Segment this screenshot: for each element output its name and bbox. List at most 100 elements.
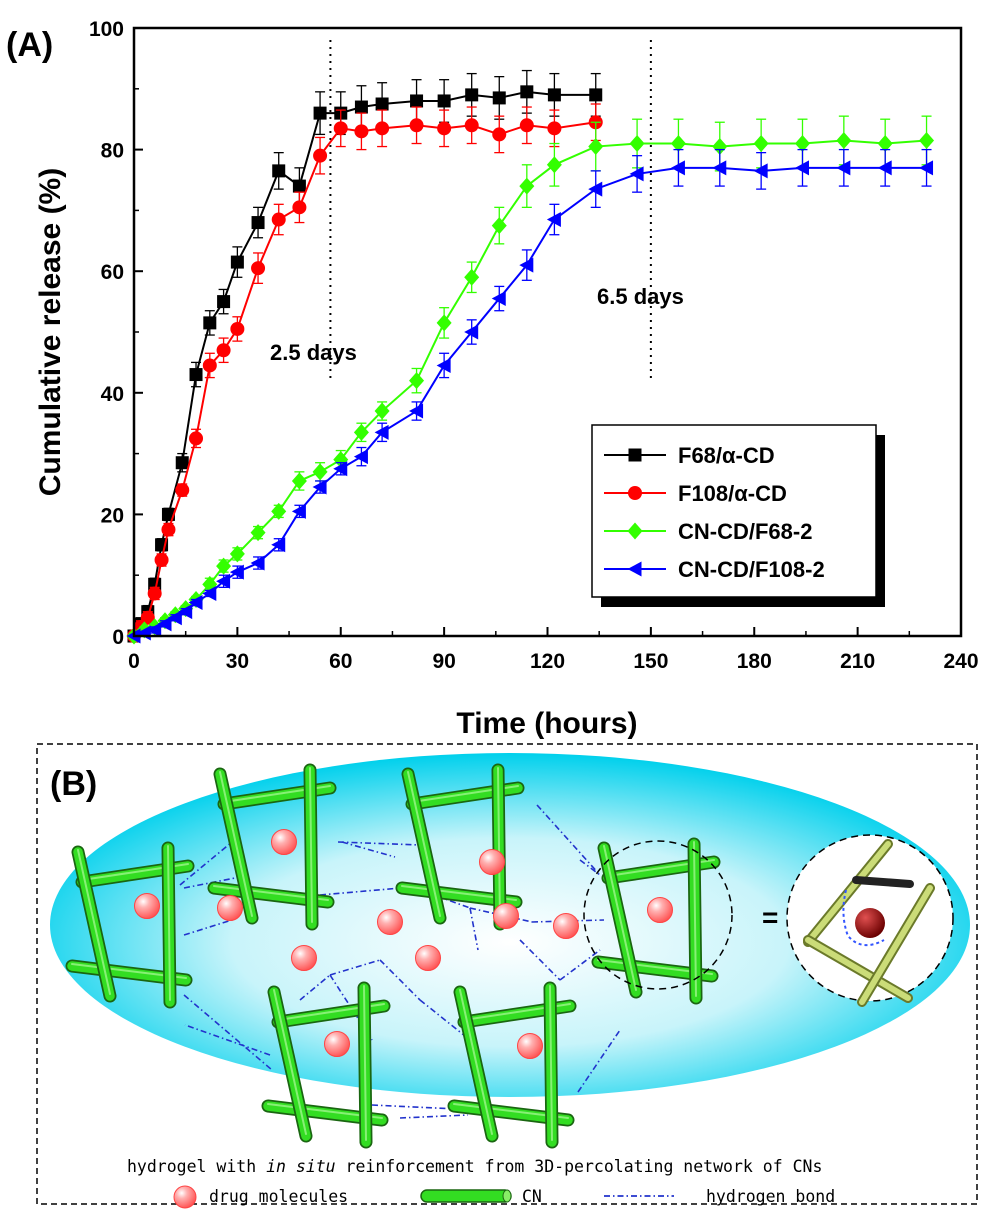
- cn-rod: [694, 842, 696, 998]
- data-point: [355, 101, 368, 114]
- annotation-2-5-days: 2.5 days: [270, 340, 357, 365]
- cn-rod: [168, 846, 170, 1002]
- legend-marker: [629, 449, 642, 462]
- x-tick-label: 240: [943, 650, 978, 673]
- data-point: [231, 256, 244, 269]
- data-point: [548, 88, 561, 101]
- x-tick-label: 210: [840, 650, 875, 673]
- data-point: [492, 127, 506, 141]
- annotation-6-5-days: 6.5 days: [597, 284, 684, 309]
- zoomed-drug-molecule: [855, 908, 885, 938]
- cn-rod: [550, 986, 552, 1142]
- data-point: [272, 213, 286, 227]
- drug-molecule: [494, 904, 519, 929]
- data-point: [176, 456, 189, 469]
- drug-molecule: [325, 1032, 350, 1057]
- y-axis-label: Cumulative release (%): [34, 168, 67, 496]
- data-point: [438, 94, 451, 107]
- data-point: [547, 121, 561, 135]
- equals-sign: =: [762, 902, 778, 933]
- legend-label: CN-CD/F108-2: [678, 557, 825, 582]
- x-axis-label: Time (hours): [456, 707, 637, 740]
- data-point: [148, 586, 162, 600]
- data-point: [203, 358, 217, 372]
- data-point: [410, 94, 423, 107]
- data-point: [465, 118, 479, 132]
- data-point: [836, 132, 851, 149]
- drug-legend-icon: [174, 1186, 196, 1208]
- data-point: [375, 121, 389, 135]
- data-point: [313, 463, 328, 480]
- cn-legend-icon: [421, 1190, 511, 1202]
- cn-rod: [364, 986, 366, 1142]
- cn-rod: [498, 768, 500, 924]
- data-point: [465, 88, 478, 101]
- zoomed-cn-detail: [787, 835, 953, 1002]
- y-tick-label: 0: [112, 626, 124, 649]
- drug-molecule: [480, 850, 505, 875]
- series-0: [128, 71, 603, 643]
- data-point: [314, 107, 327, 120]
- data-point: [217, 295, 230, 308]
- legend-label: CN-CD/F68-2: [678, 519, 812, 544]
- data-point: [272, 164, 285, 177]
- data-point: [217, 343, 231, 357]
- drug-molecule: [378, 910, 403, 935]
- x-tick-label: 60: [329, 650, 352, 673]
- y-tick-label: 40: [101, 383, 124, 406]
- data-point: [354, 124, 368, 138]
- data-point: [376, 98, 389, 111]
- y-tick-label: 100: [89, 18, 124, 41]
- data-point: [155, 553, 169, 567]
- data-point: [252, 216, 265, 229]
- drug-legend-label: drug molecules: [209, 1187, 348, 1206]
- data-point: [919, 132, 934, 149]
- x-tick-label: 180: [737, 650, 772, 673]
- data-point: [292, 200, 306, 214]
- data-point: [293, 180, 306, 193]
- data-point: [410, 118, 424, 132]
- data-point: [547, 156, 562, 173]
- hbond-legend-label: hydrogen bond: [706, 1187, 835, 1206]
- x-tick-label: 150: [633, 650, 668, 673]
- data-point: [588, 138, 603, 155]
- hydrogel-schematic: (B) = hydrogel with in situ reinforcemen…: [0, 740, 988, 1209]
- x-tick-label: 90: [432, 650, 455, 673]
- legend-label: F68/α-CD: [678, 443, 775, 468]
- data-point: [520, 118, 534, 132]
- schematic-caption: hydrogel with in situ reinforcement from…: [127, 1157, 822, 1176]
- drug-molecule: [554, 914, 579, 939]
- data-point: [334, 121, 348, 135]
- data-point: [520, 85, 533, 98]
- drug-molecule: [648, 898, 673, 923]
- data-point: [754, 135, 769, 152]
- data-point: [464, 269, 479, 286]
- data-point: [175, 483, 189, 497]
- data-point: [437, 314, 452, 331]
- hydrogen-bond: [400, 1115, 468, 1118]
- x-tick-label: 120: [530, 650, 565, 673]
- cn-rod: [310, 768, 312, 924]
- data-point: [589, 88, 602, 101]
- legend-marker: [628, 486, 642, 500]
- data-point: [230, 322, 244, 336]
- data-point: [161, 523, 175, 537]
- release-chart: (A) 0 30 60 90 120 150 180 210 240020406080100 C…: [0, 0, 988, 740]
- data-point: [630, 135, 645, 152]
- y-tick-label: 80: [101, 140, 124, 163]
- drug-molecule: [518, 1034, 543, 1059]
- y-tick-label: 20: [101, 504, 124, 527]
- y-tick-label: 60: [101, 261, 124, 284]
- legend: F68/α-CD F108/α-CD CN-CD/F68-2 CN-CD/F108-2: [592, 425, 885, 607]
- x-tick-label: 30: [226, 650, 249, 673]
- data-point: [313, 149, 327, 163]
- panel-label-b: (B): [50, 765, 97, 803]
- data-point: [437, 121, 451, 135]
- data-point: [189, 431, 203, 445]
- data-point: [493, 91, 506, 104]
- drug-molecule: [416, 946, 441, 971]
- data-point: [203, 316, 216, 329]
- drug-molecule: [135, 894, 160, 919]
- data-point: [190, 368, 203, 381]
- x-tick-label: 0: [128, 650, 140, 673]
